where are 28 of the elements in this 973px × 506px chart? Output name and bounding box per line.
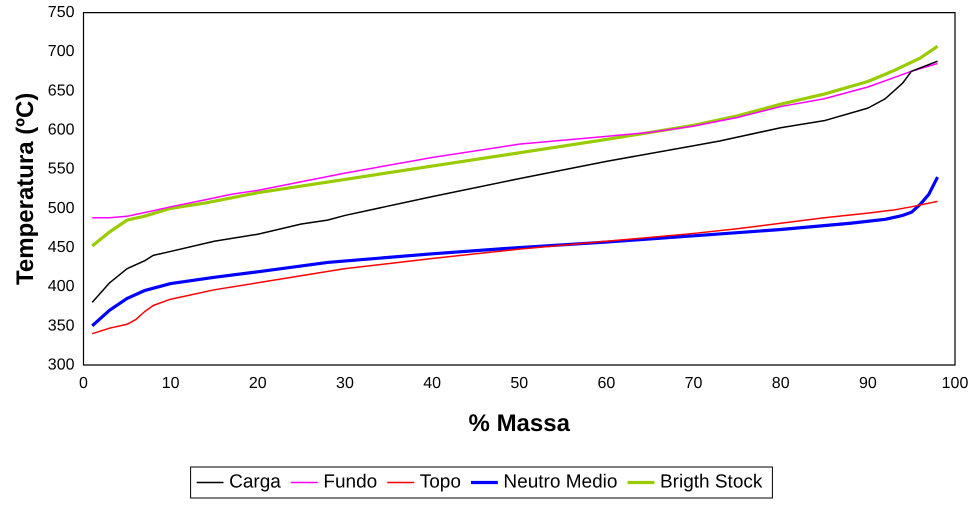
y-tick-label: 650: [48, 82, 75, 100]
x-tick-label: 10: [162, 375, 180, 392]
legend-label: Carga: [229, 472, 282, 493]
x-tick-label: 30: [336, 375, 354, 392]
x-tick-label: 50: [510, 375, 528, 392]
legend-label: Topo: [420, 472, 461, 493]
y-tick-label: 750: [48, 4, 75, 22]
x-tick-label: 0: [79, 375, 88, 392]
y-tick-label: 400: [48, 278, 75, 296]
legend-label: Fundo: [323, 472, 378, 493]
x-tick-label: 100: [942, 375, 968, 392]
x-tick-label: 60: [598, 375, 616, 392]
y-tick-label: 450: [48, 238, 75, 256]
x-tick-label: 70: [684, 375, 703, 392]
legend-label: Neutro Medio: [503, 472, 618, 493]
y-tick-label: 500: [48, 200, 75, 217]
y-tick-label: 350: [48, 317, 75, 334]
y-tick-label: 550: [48, 160, 75, 178]
x-tick-label: 80: [772, 375, 790, 392]
x-tick-label: 40: [423, 375, 442, 392]
legend-label: Brigth Stock: [660, 472, 763, 493]
y-tick-label: 700: [48, 43, 75, 60]
x-tick-label: 20: [248, 375, 267, 392]
x-axis-title: % Massa: [468, 410, 571, 438]
y-tick-label: 300: [48, 356, 75, 374]
y-axis-title: Temperatura (ºC): [12, 92, 40, 285]
x-tick-label: 90: [858, 375, 877, 392]
y-tick-label: 600: [48, 121, 75, 138]
